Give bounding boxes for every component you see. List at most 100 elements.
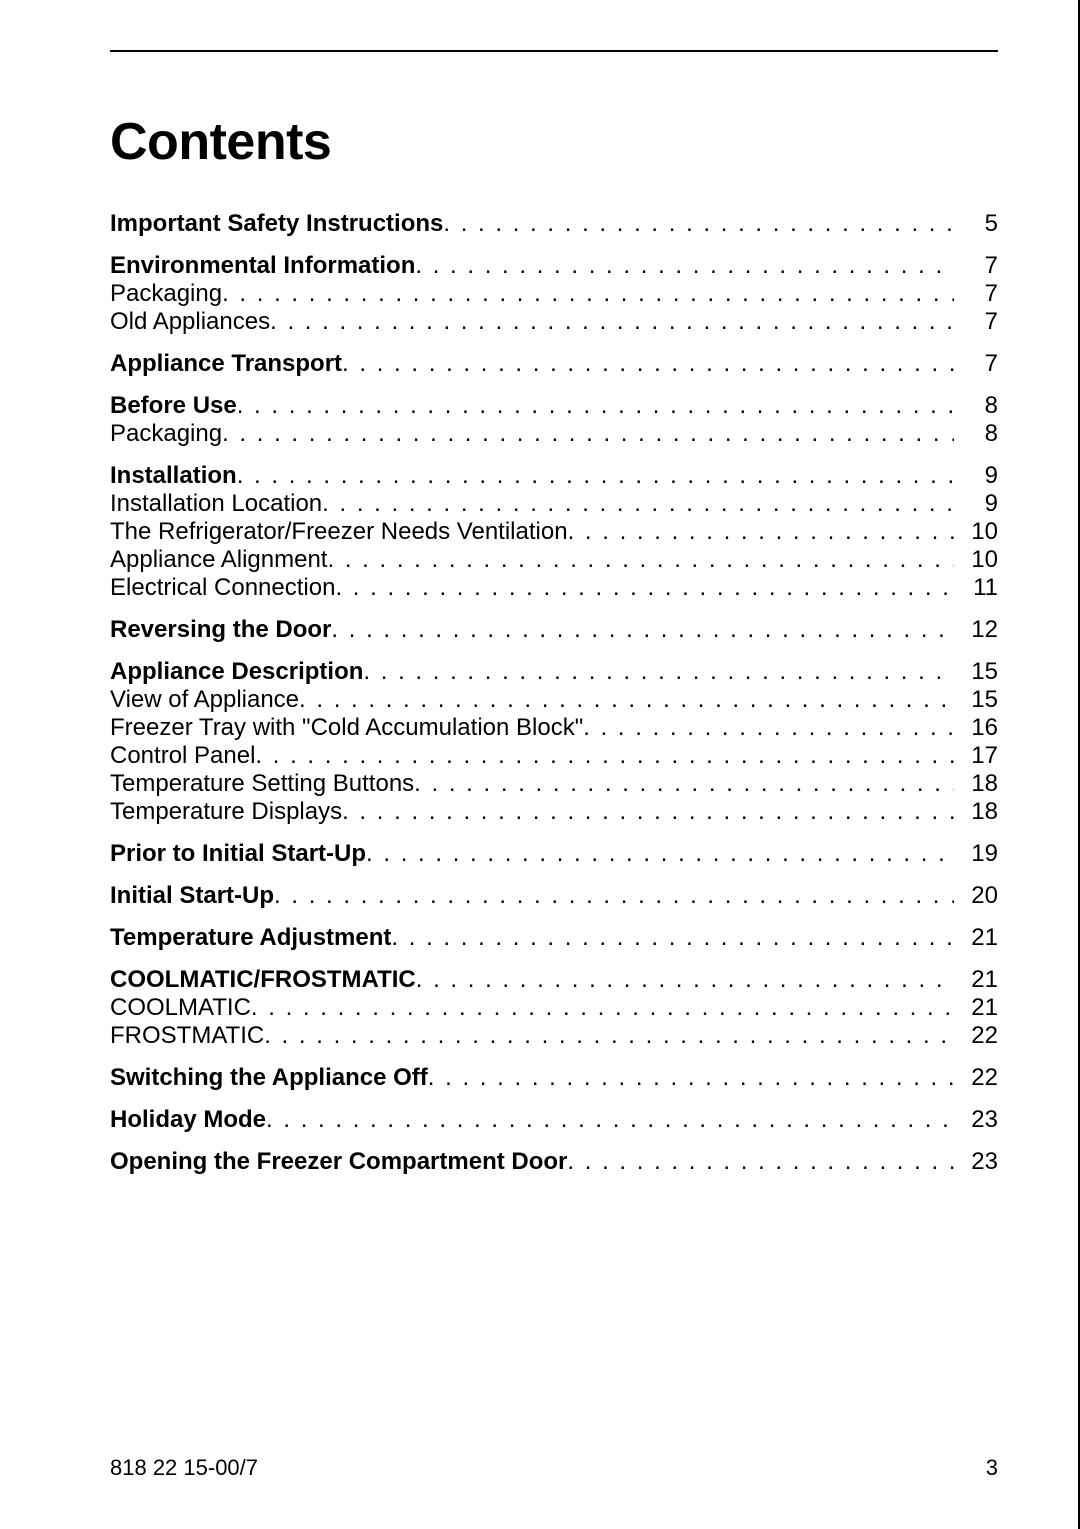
toc-page: 11 xyxy=(954,576,998,600)
toc-label: Electrical Connection xyxy=(110,576,335,600)
toc-page: 23 xyxy=(954,1108,998,1132)
toc-label: COOLMATIC xyxy=(110,996,251,1020)
toc-label: Installation Location xyxy=(110,492,322,516)
page: Contents Important Safety Instructions 5… xyxy=(0,0,1080,1529)
toc-label: Appliance Alignment xyxy=(110,548,327,572)
toc-page: 12 xyxy=(954,618,998,642)
toc-page: 23 xyxy=(954,1150,998,1174)
toc-dots xyxy=(416,968,954,992)
toc-page: 7 xyxy=(954,254,998,278)
doc-id: 818 22 15-00/7 xyxy=(110,1455,258,1481)
toc-row: Before Use 8 xyxy=(110,394,998,418)
toc-row: View of Appliance 15 xyxy=(110,688,998,712)
top-rule xyxy=(110,50,998,52)
toc-dots xyxy=(255,744,954,768)
toc-page: 22 xyxy=(954,1024,998,1048)
toc-dots xyxy=(428,1066,954,1090)
toc-page: 16 xyxy=(954,716,998,740)
toc-label: Packaging xyxy=(110,422,222,446)
toc-row: COOLMATIC/FROSTMATIC 21 xyxy=(110,968,998,992)
toc-dots xyxy=(251,996,954,1020)
toc-label: Packaging xyxy=(110,282,222,306)
toc-page: 5 xyxy=(954,212,998,236)
toc-dots xyxy=(443,212,954,236)
toc-dots xyxy=(342,352,954,376)
toc-dots xyxy=(414,772,954,796)
toc-page: 17 xyxy=(954,744,998,768)
toc-label: Important Safety Instructions xyxy=(110,212,443,236)
toc-label: Opening the Freezer Compartment Door xyxy=(110,1150,567,1174)
toc-label: Temperature Adjustment xyxy=(110,926,391,950)
toc-page: 18 xyxy=(954,800,998,824)
toc-page: 21 xyxy=(954,996,998,1020)
toc-page: 20 xyxy=(954,884,998,908)
toc-dots xyxy=(583,716,954,740)
toc-row: Temperature Adjustment 21 xyxy=(110,926,998,950)
toc-label: Environmental Information xyxy=(110,254,415,278)
toc-page: 9 xyxy=(954,492,998,516)
toc-row: Reversing the Door 12 xyxy=(110,618,998,642)
toc-row: Opening the Freezer Compartment Door 23 xyxy=(110,1150,998,1174)
toc-dots xyxy=(567,1150,954,1174)
toc-dots xyxy=(331,618,954,642)
toc-dots xyxy=(366,842,954,866)
page-title: Contents xyxy=(110,112,998,172)
toc-row: Freezer Tray with "Cold Accumulation Blo… xyxy=(110,716,998,740)
toc-row: Important Safety Instructions 5 xyxy=(110,212,998,236)
toc-dots xyxy=(391,926,954,950)
toc-row: Switching the Appliance Off 22 xyxy=(110,1066,998,1090)
toc-dots xyxy=(270,310,954,334)
toc-page: 7 xyxy=(954,310,998,334)
toc-label: Appliance Description xyxy=(110,660,363,684)
toc-page: 22 xyxy=(954,1066,998,1090)
toc-dots xyxy=(222,422,954,446)
toc-page: 10 xyxy=(954,520,998,544)
footer: 818 22 15-00/7 3 xyxy=(110,1455,998,1481)
toc-row: Appliance Transport 7 xyxy=(110,352,998,376)
toc-dots xyxy=(237,394,954,418)
toc-dots xyxy=(342,800,954,824)
toc-row: Packaging 8 xyxy=(110,422,998,446)
toc-label: Installation xyxy=(110,464,237,488)
toc-dots xyxy=(222,282,954,306)
toc-page: 8 xyxy=(954,422,998,446)
toc-row: Holiday Mode 23 xyxy=(110,1108,998,1132)
toc-label: Temperature Displays xyxy=(110,800,342,824)
toc-label: Appliance Transport xyxy=(110,352,342,376)
toc-row: Temperature Displays 18 xyxy=(110,800,998,824)
toc-label: Switching the Appliance Off xyxy=(110,1066,428,1090)
toc-page: 21 xyxy=(954,968,998,992)
toc-row: Initial Start-Up 20 xyxy=(110,884,998,908)
toc-dots xyxy=(274,884,954,908)
toc-page: 21 xyxy=(954,926,998,950)
toc-row: Environmental Information 7 xyxy=(110,254,998,278)
toc-label: Reversing the Door xyxy=(110,618,331,642)
toc-dots xyxy=(327,548,954,572)
toc-label: Control Panel xyxy=(110,744,255,768)
table-of-contents: Important Safety Instructions 5 Environme… xyxy=(110,212,998,1174)
toc-page: 10 xyxy=(954,548,998,572)
toc-row: Installation 9 xyxy=(110,464,998,488)
toc-row: The Refrigerator/Freezer Needs Ventilati… xyxy=(110,520,998,544)
toc-dots xyxy=(237,464,954,488)
toc-page: 18 xyxy=(954,772,998,796)
toc-label: COOLMATIC/FROSTMATIC xyxy=(110,968,416,992)
toc-label: Initial Start-Up xyxy=(110,884,274,908)
toc-page: 15 xyxy=(954,660,998,684)
toc-page: 9 xyxy=(954,464,998,488)
toc-label: Holiday Mode xyxy=(110,1108,266,1132)
toc-row: Appliance Alignment 10 xyxy=(110,548,998,572)
toc-label: Old Appliances xyxy=(110,310,270,334)
toc-row: Prior to Initial Start-Up 19 xyxy=(110,842,998,866)
toc-dots xyxy=(264,1024,954,1048)
toc-row: Packaging 7 xyxy=(110,282,998,306)
toc-label: The Refrigerator/Freezer Needs Ventilati… xyxy=(110,520,568,544)
toc-row: Control Panel 17 xyxy=(110,744,998,768)
toc-dots xyxy=(363,660,954,684)
toc-label: Freezer Tray with "Cold Accumulation Blo… xyxy=(110,716,583,740)
toc-label: Prior to Initial Start-Up xyxy=(110,842,366,866)
toc-row: Appliance Description 15 xyxy=(110,660,998,684)
toc-dots xyxy=(322,492,954,516)
toc-page: 19 xyxy=(954,842,998,866)
toc-row: COOLMATIC 21 xyxy=(110,996,998,1020)
